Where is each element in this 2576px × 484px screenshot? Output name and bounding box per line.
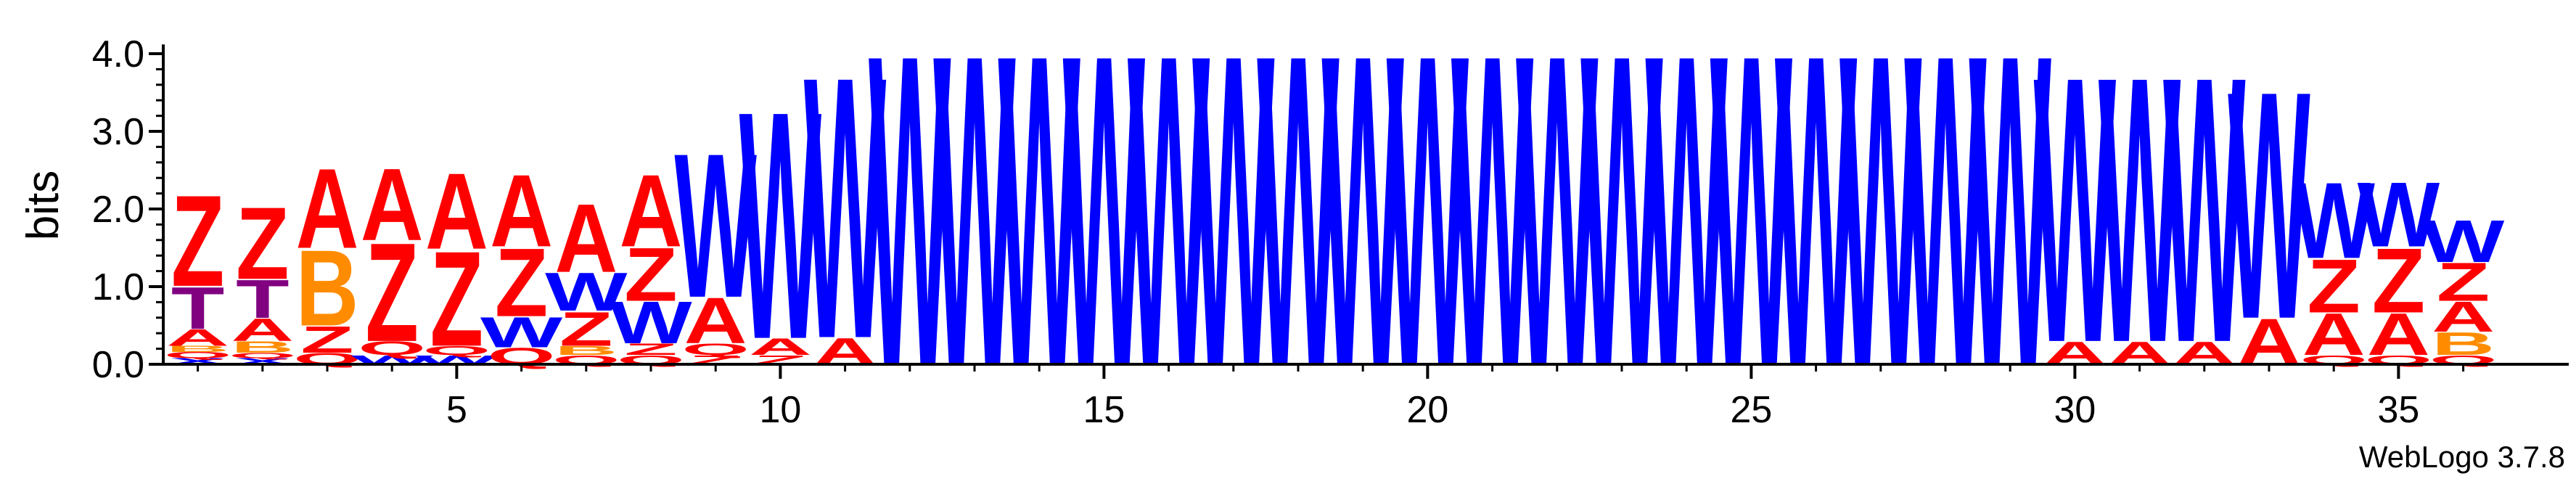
glyph-w: W [1645,0,1728,459]
glyph-w: W [1257,0,1340,459]
glyph-w: W [2099,0,2182,422]
axes: 0.0 1.0 2.0 3.0 4.0 5 10 15 20 25 30 35 [92,33,2569,431]
glyph-t: T [236,269,289,330]
y-tick-label: 4.0 [92,33,144,75]
glyph-a: A [2432,293,2495,342]
glyph-w: W [1969,0,2052,459]
glyph-w: W [1451,0,1535,459]
glyph-q: Q [229,351,296,360]
glyph-w: W [2228,23,2311,387]
glyph-z: Z [624,340,677,358]
glyph-b: B [2432,326,2495,362]
x-tick-label: 35 [2377,389,2419,431]
glyph-a: A [296,144,359,272]
y-tick-label: 1.0 [92,266,144,308]
glyph-q: Q [423,343,491,358]
glyph-w: W [804,0,887,417]
glyph-w: W [998,0,1081,459]
glyph-w: W [2292,160,2374,282]
glyph-w: W [480,308,563,357]
glyph-w: W [1387,0,1470,459]
glyph-w: W [1128,0,1211,459]
glyph-a: A [490,153,553,268]
glyph-a: A [684,285,747,358]
glyph-w: W [674,112,757,341]
glyph-z: Z [495,229,548,337]
x-tick-label: 15 [1083,389,1125,431]
glyph-b: B [166,344,229,353]
glyph-a: A [554,184,618,293]
glyph-w: W [1904,0,1988,459]
y-axis-label: bits [18,171,68,240]
logo-glyphs: XQBATZXQBATZQZBAWQZAWQZAQWZAQBZWAQZWZAZQ… [164,0,2505,459]
glyph-w: W [1063,0,1147,459]
glyph-w: W [2422,208,2505,275]
glyph-z: Z [300,319,353,361]
glyph-w: W [1192,0,1276,459]
glyph-a: A [361,147,424,262]
glyph-w: W [1580,0,1664,459]
x-tick-label: 20 [1406,389,1448,431]
glyph-w: W [1839,0,1923,459]
glyph-a: A [231,312,294,348]
glyph-q: Q [358,337,425,359]
glyph-w: W [1516,0,1599,459]
glyph-w: W [610,290,692,356]
glyph-z: Z [2307,244,2360,329]
glyph-a: A [2367,301,2430,368]
glyph-w: W [545,262,628,323]
glyph-w: W [1321,0,1405,459]
glyph-a: A [425,150,488,272]
glyph-a: A [166,324,229,350]
glyph-z: Z [624,232,677,317]
y-tick-label: 3.0 [92,111,144,153]
glyph-w: W [933,0,1017,459]
glyph-w: W [869,0,952,459]
y-tick-label: 0.0 [92,344,144,386]
y-tick-label: 2.0 [92,189,144,231]
glyph-w: W [1710,0,1794,459]
glyph-z: Z [2437,252,2490,313]
x-tick-label: 10 [759,389,801,431]
glyph-z: Z [365,215,418,372]
glyph-w: W [2034,0,2117,422]
glyph-a: A [2302,301,2366,368]
glyph-q: Q [164,350,231,360]
glyph-a: A [749,333,812,360]
glyph-b: B [231,338,294,356]
glyph-w: W [739,44,823,407]
glyph-z: Z [2372,229,2425,332]
glyph-w: W [2163,0,2247,422]
glyph-z: Z [430,224,483,375]
glyph-q: Q [681,340,749,358]
glyph-z: Z [171,169,224,314]
glyph-z: Z [559,302,612,356]
glyph-a: A [620,153,683,268]
glyph-t: T [171,275,224,342]
glyph-b: B [296,227,359,349]
x-tick-label: 25 [1730,389,1772,431]
glyph-w: W [1775,0,1858,459]
glyph-z: Z [236,186,289,301]
weblogo-version-label: WebLogo 3.7.8 [2359,440,2565,474]
glyph-b: B [554,343,618,358]
x-tick-label: 5 [446,389,467,431]
x-tick-label: 30 [2054,389,2096,431]
glyph-w: W [2358,163,2440,266]
